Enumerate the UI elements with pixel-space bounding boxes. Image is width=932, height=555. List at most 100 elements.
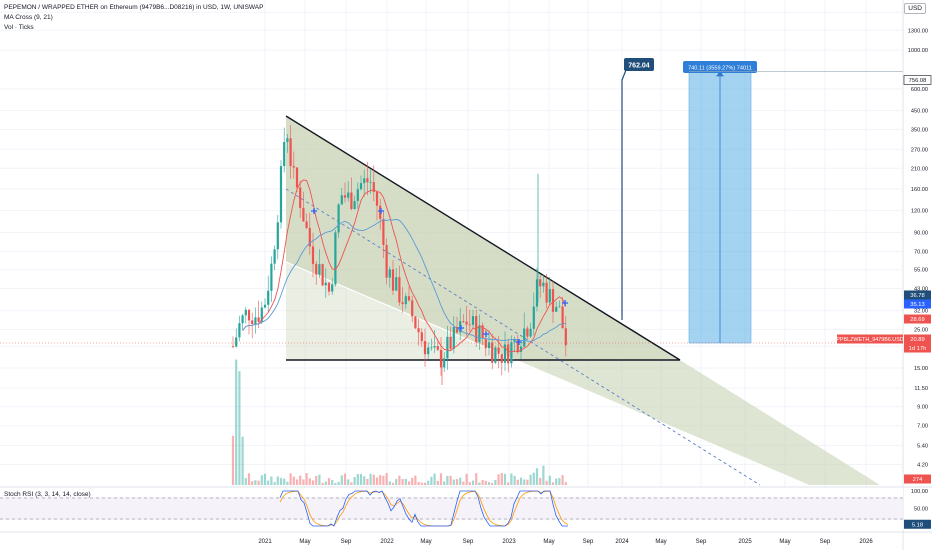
volume-bar bbox=[260, 475, 263, 485]
target-label: 762.04 bbox=[628, 63, 650, 70]
candle-body bbox=[423, 341, 427, 355]
candle-body bbox=[235, 337, 238, 347]
volume-bar bbox=[523, 479, 526, 485]
candle-body bbox=[494, 347, 497, 363]
currency-button[interactable]: USD bbox=[904, 3, 926, 14]
candle-body bbox=[478, 325, 481, 343]
volume-bar bbox=[363, 476, 366, 485]
volume-bar bbox=[564, 482, 567, 485]
candle-body bbox=[244, 309, 247, 316]
candle-body bbox=[238, 323, 241, 338]
candle-body bbox=[507, 344, 510, 364]
candle-body bbox=[510, 342, 513, 364]
price-tick-label: 25.00 bbox=[914, 327, 928, 333]
price-badge bbox=[904, 290, 931, 300]
ma-cross-marker bbox=[311, 208, 317, 214]
price-badge-label: 1d 17h bbox=[909, 346, 927, 352]
volume-bar bbox=[295, 479, 299, 485]
candle-body bbox=[465, 321, 468, 325]
time-tick-label: May bbox=[543, 539, 554, 545]
time-tick-label: Sep bbox=[583, 539, 594, 545]
volume-bar bbox=[251, 481, 254, 485]
time-tick-label: 2022 bbox=[380, 539, 394, 545]
candle-body bbox=[564, 328, 567, 346]
volume-bar bbox=[532, 472, 535, 485]
volume-bar bbox=[484, 480, 487, 485]
candle-body bbox=[270, 263, 273, 291]
ma-fast-line bbox=[242, 179, 567, 353]
candle-body bbox=[350, 192, 353, 210]
candle-body bbox=[372, 182, 375, 192]
volume-bar bbox=[407, 481, 411, 485]
candle-body bbox=[343, 195, 347, 198]
volume-bar bbox=[289, 473, 292, 485]
candle-body bbox=[497, 347, 500, 354]
stoch-rsi-legend[interactable]: Stoch RSI (3, 3, 14, 14, close) bbox=[4, 491, 91, 498]
candle-body bbox=[276, 222, 279, 250]
volume-bar bbox=[465, 473, 468, 485]
candle-body bbox=[321, 264, 324, 286]
ma-cross-marker bbox=[483, 331, 489, 337]
candle-body bbox=[446, 336, 449, 359]
measure-label: 740.11 (3559.27%) 74011 bbox=[688, 66, 752, 72]
ma-cross-indicator[interactable]: MA Cross (9, 21) bbox=[4, 14, 53, 21]
price-tick-label: 160.00 bbox=[911, 187, 928, 193]
symbol-title[interactable]: PEPEMON / WRAPPED ETHER on Ethereum (947… bbox=[4, 4, 264, 11]
time-tick-label: Sep bbox=[820, 539, 831, 545]
candle-body bbox=[523, 328, 526, 347]
volume-bar bbox=[254, 480, 257, 485]
candle-body bbox=[484, 338, 487, 349]
volume-bar bbox=[436, 480, 439, 485]
price-badge bbox=[904, 343, 931, 353]
volume-bar bbox=[366, 478, 369, 485]
chart-legend: PEPEMON / WRAPPED ETHER on Ethereum (947… bbox=[4, 3, 263, 33]
candle-body bbox=[407, 296, 411, 301]
volume-bar bbox=[513, 475, 516, 485]
volume-bar bbox=[443, 481, 446, 485]
candle-body bbox=[260, 307, 263, 322]
target-line: 762.04 bbox=[621, 58, 654, 320]
price-tick-label: 4.20 bbox=[917, 462, 928, 468]
volume-bar bbox=[321, 482, 324, 485]
ma-cross-marker bbox=[516, 339, 522, 345]
volume-bar bbox=[551, 482, 555, 485]
time-tick-label: 2025 bbox=[738, 539, 752, 545]
volume-bar bbox=[411, 477, 414, 485]
candle-body bbox=[462, 321, 465, 322]
volume-bar bbox=[353, 476, 356, 485]
volume-bar bbox=[350, 482, 353, 485]
price-tick-label: 1300.00 bbox=[908, 28, 928, 34]
volume-bar bbox=[279, 478, 283, 485]
price-badge bbox=[904, 299, 931, 309]
candle-body bbox=[340, 195, 343, 205]
price-tick-label: 270.00 bbox=[911, 147, 928, 153]
candle-body bbox=[519, 346, 523, 352]
volume-bar bbox=[462, 481, 465, 485]
price-badge bbox=[904, 474, 931, 484]
volume-bar bbox=[276, 476, 279, 485]
price-tick-label: 600.00 bbox=[911, 87, 928, 93]
candle-body bbox=[267, 290, 270, 305]
candle-body bbox=[356, 189, 359, 202]
time-tick-label: Sep bbox=[463, 539, 474, 545]
candle-body bbox=[487, 342, 491, 349]
candle-body bbox=[302, 207, 305, 222]
volume-bar bbox=[414, 475, 417, 485]
volume-indicator[interactable]: Vol · Ticks bbox=[4, 24, 34, 31]
candles bbox=[231, 125, 567, 385]
time-tick-label: 2024 bbox=[615, 539, 629, 545]
candle-body bbox=[247, 309, 251, 321]
candle-body bbox=[251, 320, 254, 325]
channel-lower-line bbox=[285, 261, 809, 486]
volume-bar bbox=[423, 482, 427, 485]
price-tick-label: 7.00 bbox=[917, 424, 928, 430]
candle-body bbox=[382, 218, 385, 246]
volume-bar bbox=[302, 479, 305, 485]
volume-bar bbox=[555, 478, 558, 485]
volume-bar bbox=[395, 479, 398, 485]
volume-bar bbox=[503, 473, 507, 485]
volume-bar bbox=[404, 478, 407, 485]
